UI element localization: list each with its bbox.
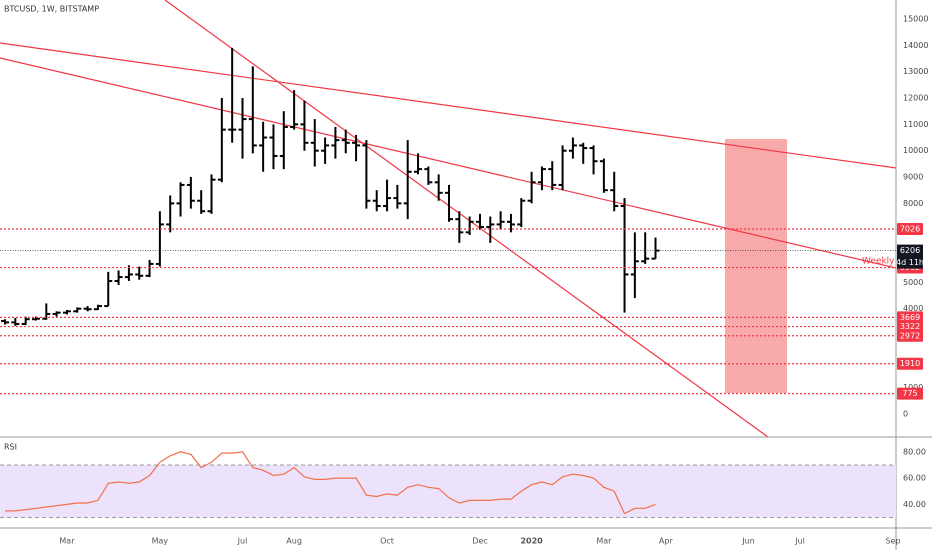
y-tick-label: 0 <box>903 410 908 419</box>
level-label: 2972 <box>900 331 920 340</box>
y-tick-label: 12000 <box>903 94 928 103</box>
chart-title: BTCUSD, 1W, BITSTAMP <box>4 5 99 14</box>
level-label: 775 <box>902 389 917 398</box>
rsi-tick-label: 80.00 <box>903 447 926 456</box>
y-tick-label: 13000 <box>903 67 928 76</box>
y-tick-label: 10000 <box>903 146 928 155</box>
level-name: Weekly <box>862 257 895 267</box>
x-tick-label: Mar <box>596 537 612 546</box>
x-tick-label: May <box>152 537 169 546</box>
trend-line <box>164 0 769 437</box>
trend-line <box>0 57 896 269</box>
level-label-box <box>897 311 923 324</box>
x-tick-label: Jul <box>794 537 805 546</box>
level-label: 3322 <box>900 322 920 331</box>
y-tick-label: 8000 <box>903 199 923 208</box>
x-tick-label: Oct <box>380 537 394 546</box>
x-tick-label: Dec <box>472 537 487 546</box>
x-tick-label: Jul <box>237 537 248 546</box>
level-label: 7026 <box>900 225 920 234</box>
y-tick-label: 11000 <box>903 120 928 129</box>
y-tick-label: 15000 <box>903 15 928 24</box>
target-zone <box>725 139 787 393</box>
last-price-label: 6206 <box>900 246 920 255</box>
y-tick-label: 9000 <box>903 173 923 182</box>
y-tick-label: 4000 <box>903 304 923 313</box>
y-tick-label: 5000 <box>903 278 923 287</box>
x-tick-label: Sep <box>885 537 900 546</box>
level-label-box <box>897 320 923 333</box>
x-tick-label: Jun <box>741 537 755 546</box>
drawings <box>0 0 896 437</box>
rsi-line <box>5 451 656 515</box>
level-label-box <box>897 329 923 342</box>
countdown-label: 4d 11h <box>896 258 924 267</box>
level-label: 1910 <box>900 359 920 368</box>
rsi-title: RSI <box>4 443 17 452</box>
level-label: 3669 <box>900 313 920 322</box>
x-tick-label: Mar <box>59 537 75 546</box>
rsi-tick-label: 40.00 <box>903 500 926 509</box>
level-label-box <box>897 387 923 400</box>
x-tick-label: Aug <box>286 537 302 546</box>
price-pane <box>1 48 660 326</box>
level-label-box <box>897 357 923 370</box>
trend-line <box>0 42 896 169</box>
x-tick-label: 2020 <box>520 537 543 546</box>
rsi-tick-label: 60.00 <box>903 474 926 483</box>
level-label-box <box>897 223 923 236</box>
rsi-band <box>0 464 896 518</box>
last-price-box <box>897 244 923 269</box>
y-tick-label: 14000 <box>903 41 928 50</box>
x-tick-label: Apr <box>659 537 674 546</box>
